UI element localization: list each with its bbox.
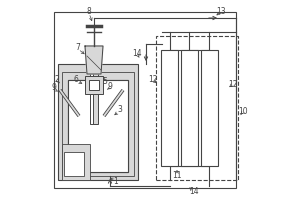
Text: 4: 4 (68, 160, 72, 170)
Bar (54, 12, 236, 188)
Polygon shape (85, 46, 103, 74)
Bar (68, 80, 128, 172)
Text: 6: 6 (74, 75, 78, 84)
Text: 9: 9 (52, 83, 56, 92)
Text: 10: 10 (238, 108, 248, 116)
Text: 12: 12 (228, 80, 238, 88)
Bar (58, 64, 138, 180)
Bar (62, 72, 134, 176)
Text: 5: 5 (103, 77, 107, 86)
Text: 1: 1 (114, 176, 118, 186)
Text: 2: 2 (55, 75, 59, 84)
Text: 3: 3 (118, 106, 122, 114)
Text: 7: 7 (76, 44, 80, 52)
Bar (181, 50, 198, 166)
Bar (161, 50, 178, 166)
Text: 13: 13 (216, 6, 226, 16)
Bar (89, 80, 99, 90)
Text: 11: 11 (172, 171, 182, 180)
Bar (93, 64, 98, 124)
Text: 14: 14 (132, 49, 142, 58)
Bar (201, 50, 218, 166)
Bar (62, 144, 90, 180)
Bar (85, 76, 103, 94)
Bar (156, 36, 238, 180)
Bar (90, 64, 95, 124)
Text: 12: 12 (148, 75, 158, 84)
Text: 8: 8 (87, 6, 92, 16)
Text: 9: 9 (108, 82, 112, 90)
Bar (68, 80, 128, 172)
Text: 14: 14 (189, 188, 199, 196)
Bar (64, 152, 84, 176)
